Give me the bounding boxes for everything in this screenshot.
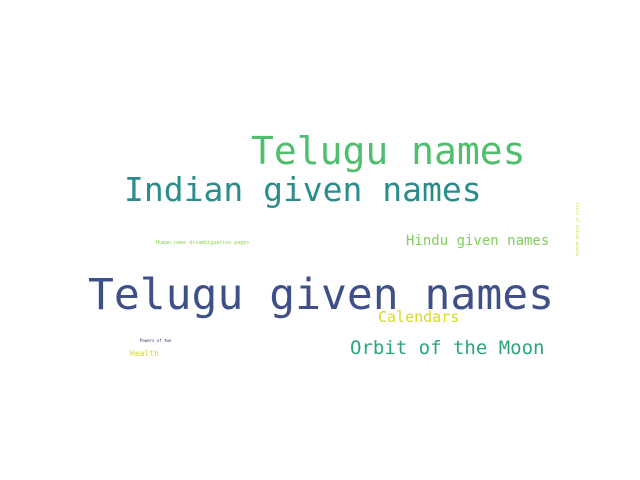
word-telugu-given-names: Telugu given names xyxy=(88,270,554,320)
word-lists-of-indian-people: Lists of Indian people xyxy=(575,203,580,256)
word-powers-of-two: Powers of two xyxy=(140,338,172,343)
word-health: Health xyxy=(130,349,159,358)
word-calendars: Calendars xyxy=(378,308,460,326)
word-telugu-names: Telugu names xyxy=(251,129,526,173)
word-human-name-disambiguation-pages: Human name disambiguation pages xyxy=(156,240,250,246)
word-hindu-given-names: Hindu given names xyxy=(406,233,550,249)
word-orbit-of-the-moon: Orbit of the Moon xyxy=(350,337,545,359)
word-indian-given-names: Indian given names xyxy=(124,170,482,209)
